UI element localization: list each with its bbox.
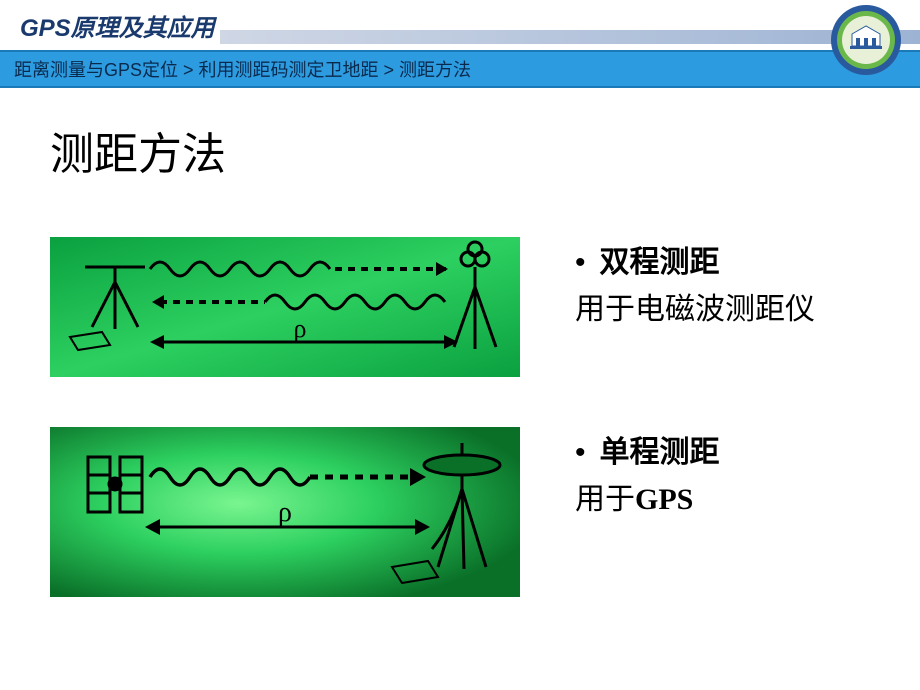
university-logo-icon [830,4,902,76]
method-text: • 双程测距 用于电磁波测距仪 [520,237,815,331]
method-row: ρ • 单程测距 用于GPS [50,427,880,597]
bullet-icon: • [575,435,586,471]
diagram-two-way: ρ [50,237,520,377]
method-desc: 用于GPS [575,479,720,521]
bullet-icon: • [575,245,586,281]
method-name: 单程测距 [600,435,720,471]
header: GPS原理及其应用 [0,0,920,50]
method-name: 双程测距 [600,245,720,281]
desc-gps: GPS [635,483,693,516]
method-desc: 用于电磁波测距仪 [575,289,815,331]
slide-content: 测距方法 [0,88,920,597]
breadcrumb-bar: 距离测量与GPS定位 > 利用测距码测定卫地距 > 测距方法 [0,50,920,88]
header-stripe [220,30,920,44]
desc-prefix: 用于 [575,483,635,516]
svg-text:ρ: ρ [278,497,292,528]
diagram-one-way: ρ [50,427,520,597]
method-text: • 单程测距 用于GPS [520,427,720,521]
slide-title: 测距方法 [50,118,880,182]
svg-text:ρ: ρ [294,314,307,343]
course-title: GPS原理及其应用 [20,8,215,43]
method-row: ρ • 双程测距 用于电磁波测距仪 [50,237,880,377]
breadcrumb: 距离测量与GPS定位 > 利用测距码测定卫地距 > 测距方法 [14,56,471,82]
